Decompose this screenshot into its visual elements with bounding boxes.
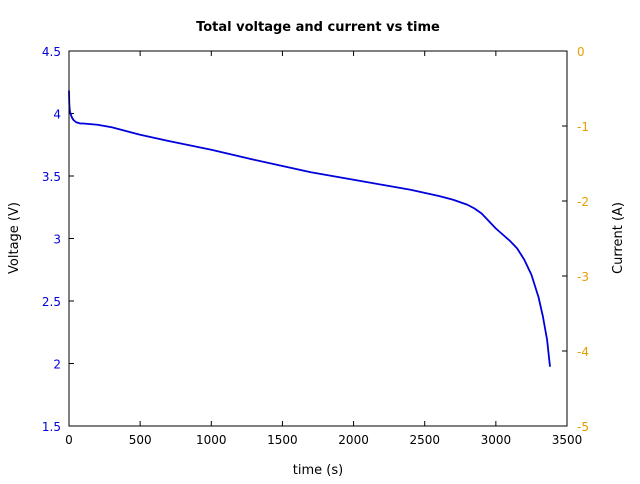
x-tick-label: 2500 <box>409 433 440 447</box>
left-y-tick-label: 3 <box>53 233 61 247</box>
right-y-tick-label: -3 <box>577 270 589 284</box>
right-y-tick-label: -5 <box>577 420 589 434</box>
x-tick-label: 3500 <box>552 433 583 447</box>
x-tick-label: 0 <box>65 433 73 447</box>
right-y-tick-label: -4 <box>577 345 589 359</box>
x-tick-label: 3000 <box>481 433 512 447</box>
x-tick-label: 500 <box>129 433 152 447</box>
left-y-axis-label: Voltage (V) <box>7 202 22 274</box>
voltage-series-line <box>68 90 551 367</box>
left-y-tick-label: 2 <box>53 358 61 372</box>
left-y-tick-label: 1.5 <box>42 420 61 434</box>
right-y-axis-label: Current (A) <box>611 202 626 274</box>
chart-title: Total voltage and current vs time <box>196 20 440 35</box>
x-tick-label: 1500 <box>267 433 298 447</box>
axis-ticks-group: 0 500 1000 1500 2000 2500 3000 3500 1.5 2 2.5 3 3.5 4… <box>42 45 589 447</box>
left-y-tick-label: 4 <box>53 108 61 122</box>
right-y-tick-label: -2 <box>577 195 589 209</box>
series-group <box>68 90 551 367</box>
x-axis-label: time (s) <box>293 463 343 478</box>
left-y-tick-label: 2.5 <box>42 295 61 309</box>
right-y-tick-label: 0 <box>577 45 585 59</box>
x-tick-label: 2000 <box>338 433 369 447</box>
x-tick-label: 1000 <box>196 433 227 447</box>
right-y-tick-label: -1 <box>577 120 589 134</box>
plot-area-frame <box>68 50 568 427</box>
left-y-tick-label: 3.5 <box>42 170 61 184</box>
left-y-tick-label: 4.5 <box>42 45 61 59</box>
